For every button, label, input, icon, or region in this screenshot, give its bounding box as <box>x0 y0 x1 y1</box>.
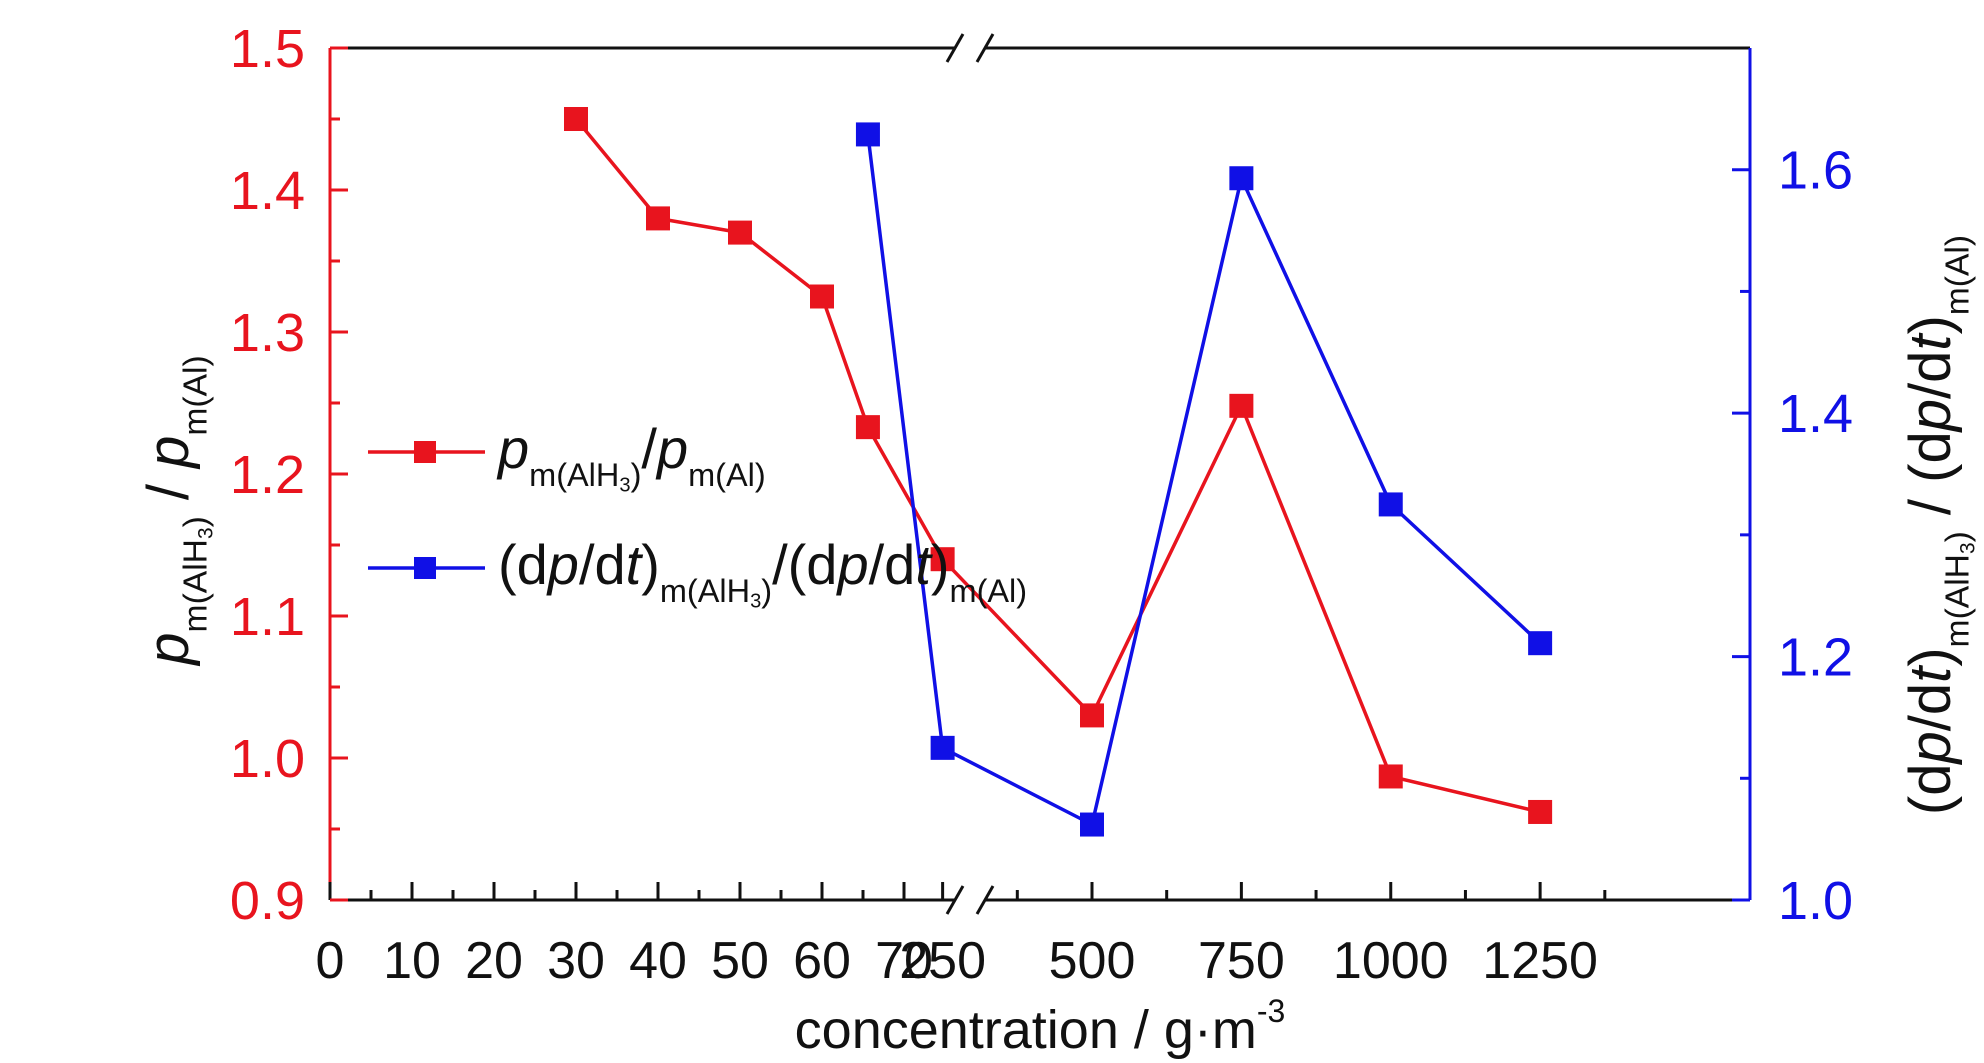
y-right-tick-label: 1.2 <box>1778 628 1853 688</box>
series-1-point <box>646 206 670 231</box>
series-1-point <box>1378 764 1403 789</box>
y-left-tick-label: 1.5 <box>230 19 305 79</box>
axis-break-mark <box>945 33 965 63</box>
series-1-point <box>1528 799 1553 824</box>
series-2-point <box>1378 492 1403 517</box>
legend-label-1: pm(AlH3)/pm(Al) <box>496 417 766 497</box>
series-1-point <box>1080 703 1104 728</box>
series-line-1 <box>574 117 1541 814</box>
series-1-point <box>1229 393 1254 418</box>
series-1-point <box>855 415 880 440</box>
x-tick-label: 50 <box>711 932 769 990</box>
x-tick-label: 70 <box>875 932 933 990</box>
series-2-point <box>1528 631 1553 656</box>
series-1-point <box>810 284 834 309</box>
y-left-tick-label: 0.9 <box>230 871 305 931</box>
y-axis-right-label: (dp/dt)m(AlH3) / (dp/dt)m(Al) <box>1898 235 1979 815</box>
y-right-tick-label: 1.6 <box>1778 141 1853 201</box>
x-tick-label: 500 <box>1049 932 1136 990</box>
x-tick-label: 250 <box>899 932 986 990</box>
axis-break-mark <box>975 885 995 915</box>
x-tick-label: 750 <box>1198 932 1285 990</box>
series-2-point <box>855 122 880 147</box>
series-2-point <box>1080 812 1104 837</box>
x-tick-label: 1000 <box>1333 932 1449 990</box>
series-layer <box>564 107 1553 837</box>
legend-marker-1 <box>414 441 436 463</box>
legend: pm(AlH3)/pm(Al) (dp/dt)m(AlH3)/(dp/dt)m(A… <box>368 417 1027 613</box>
x-tick-label: 30 <box>547 932 605 990</box>
series-line-2 <box>866 134 1542 827</box>
legend-label-2: (dp/dt)m(AlH3)/(dp/dt)m(Al) <box>498 533 1027 613</box>
x-tick-label: 1250 <box>1482 932 1598 990</box>
y-left-tick-label: 1.3 <box>230 303 305 363</box>
x-tick-label: 60 <box>793 932 851 990</box>
series-1-point <box>728 220 752 245</box>
y-left-tick-label: 1.2 <box>230 445 305 505</box>
x-tick-label: 10 <box>383 932 441 990</box>
axes-frame <box>328 33 1752 915</box>
series-2-point <box>930 735 955 760</box>
y-axis-left-label: pm(AlH3) / pm(Al) <box>136 355 217 666</box>
y-left-tick-label: 1.1 <box>230 587 305 647</box>
y-right-tick-label: 1.0 <box>1778 871 1853 931</box>
series-1-point <box>564 107 588 131</box>
y-right-tick-label: 1.4 <box>1778 384 1853 444</box>
series-1-point <box>930 547 955 572</box>
x-axis-label: concentration / g·m-3 <box>795 993 1286 1060</box>
axis-break-mark <box>975 33 995 63</box>
series-2-point <box>1229 166 1254 191</box>
x-tick-label: 0 <box>316 932 345 990</box>
x-tick-label: 40 <box>629 932 687 990</box>
x-tick-label: 20 <box>465 932 523 990</box>
y-left-tick-label: 1.0 <box>230 729 305 789</box>
axis-break-mark <box>945 885 965 915</box>
y-left-tick-label: 1.4 <box>230 161 305 221</box>
legend-marker-2 <box>414 557 436 579</box>
